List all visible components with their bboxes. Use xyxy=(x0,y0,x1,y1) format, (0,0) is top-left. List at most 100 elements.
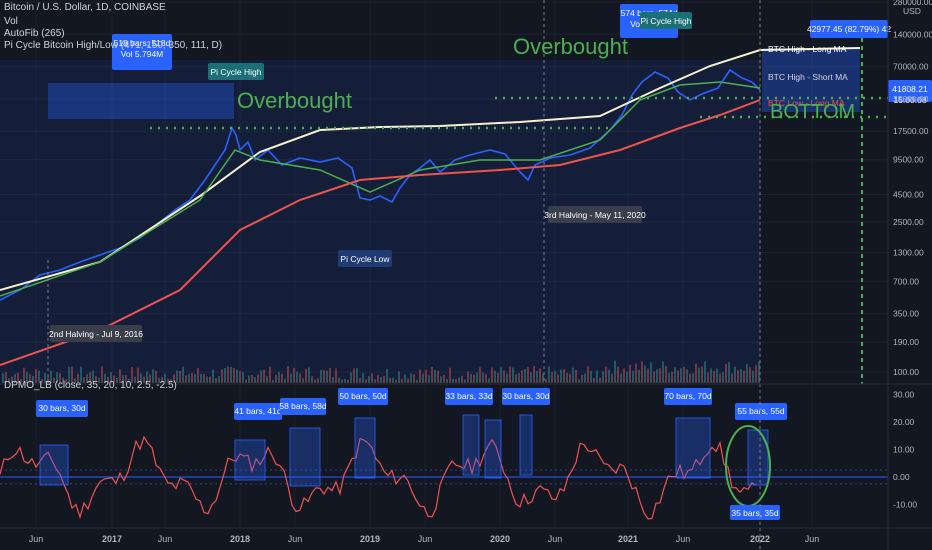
volume-bar xyxy=(476,372,478,383)
price-tick: 140000.00 xyxy=(893,29,932,39)
volume-bar xyxy=(521,370,523,383)
btc-high-long-ma xyxy=(0,47,861,291)
volume-bar xyxy=(407,378,409,383)
price-tick: 280000.00 xyxy=(893,0,932,7)
time-tick: Jun xyxy=(418,534,433,544)
volume-bar xyxy=(389,378,391,383)
dpmo-label[interactable]: DPMO_LB (close, 35, 20, 10, 2.5, -2.5) xyxy=(4,380,177,391)
price-tick: 2500.00 xyxy=(893,217,924,227)
volume-bar xyxy=(608,369,610,383)
volume-bar xyxy=(707,372,709,383)
volume-bar xyxy=(200,373,202,383)
volume-bar xyxy=(173,374,175,383)
volume-bar xyxy=(353,368,355,383)
volume-bar xyxy=(122,375,124,383)
volume-bar xyxy=(701,366,703,383)
volume-bar xyxy=(638,369,640,383)
volume-bar xyxy=(542,373,544,383)
volume-bar xyxy=(116,377,118,383)
volume-bar xyxy=(149,374,151,383)
volume-bar xyxy=(632,370,634,383)
pi-high-label-2-bg xyxy=(640,12,692,29)
volume-bar xyxy=(365,379,367,383)
price-tick: 100.00 xyxy=(893,367,919,377)
volume-bar xyxy=(158,378,160,383)
volume-bar xyxy=(344,378,346,383)
volume-bar xyxy=(479,367,481,383)
volume-bar xyxy=(278,371,280,383)
volume-bar xyxy=(362,373,364,383)
volume-bar xyxy=(299,373,301,383)
volume-bar xyxy=(575,369,577,383)
time-tick: 2020 xyxy=(490,534,510,544)
volume-bar xyxy=(431,366,433,383)
volume-bar xyxy=(185,375,187,383)
autofib-label[interactable]: AutoFib (265) xyxy=(4,28,65,39)
volume-bar xyxy=(383,375,385,383)
volume-bar xyxy=(119,369,121,383)
vol-label[interactable]: Vol xyxy=(4,16,18,27)
volume-bar xyxy=(704,361,706,383)
osc-range-label-bg xyxy=(445,388,493,405)
volume-bar xyxy=(26,371,28,383)
volume-bar xyxy=(461,375,463,383)
volume-bar xyxy=(725,363,727,383)
volume-bar xyxy=(188,373,190,383)
volume-bar xyxy=(659,368,661,383)
volume-bar xyxy=(734,366,736,383)
btc-high-short-ma xyxy=(0,81,761,297)
volume-bar xyxy=(50,370,52,383)
osc-range-label: 41 bars, 41d xyxy=(234,406,282,416)
time-tick: Jun xyxy=(288,534,303,544)
osc-range-label: 33 bars, 33d xyxy=(445,391,493,401)
volume-bar xyxy=(314,379,316,383)
osc-tick: -10.00 xyxy=(893,500,917,510)
volume-bar xyxy=(83,377,85,383)
current-price-label-text: 15:00:08 xyxy=(893,95,926,105)
volume-bar xyxy=(617,366,619,383)
volume-bar xyxy=(539,368,541,383)
volume-bar xyxy=(215,378,217,383)
osc-range-label: 58 bars, 58d xyxy=(279,401,327,411)
time-tick: Jun xyxy=(805,534,820,544)
range-label-1-bg xyxy=(112,34,172,70)
volume-bar xyxy=(227,366,229,383)
volume-bar xyxy=(686,369,688,383)
osc-tick: 30.00 xyxy=(893,390,915,400)
volume-bar xyxy=(755,365,757,383)
pi-low-label-bg xyxy=(338,250,392,267)
volume-bar xyxy=(257,374,259,383)
volume-bar xyxy=(218,376,220,383)
volume-bar xyxy=(749,367,751,383)
volume-bar xyxy=(578,379,580,383)
symbol-title[interactable]: Bitcoin / U.S. Dollar, 1D, COINBASE xyxy=(4,2,166,13)
volume-bar xyxy=(20,378,22,383)
volume-bar xyxy=(236,369,238,383)
volume-bar xyxy=(503,370,505,383)
volume-bar xyxy=(713,370,715,383)
price-tick: 1300.00 xyxy=(893,247,924,257)
volume-bar xyxy=(80,366,82,383)
volume-bar xyxy=(44,373,46,383)
volume-bar xyxy=(89,372,91,383)
volume-bar xyxy=(230,367,232,383)
volume-bar xyxy=(341,379,343,383)
volume-bar xyxy=(212,369,214,383)
pi-cycle-label[interactable]: Pi Cycle Bitcoin High/Low (471, 150, 350… xyxy=(4,40,223,51)
volume-bar xyxy=(557,374,559,383)
volume-bar xyxy=(221,369,223,383)
volume-bar xyxy=(281,373,283,383)
pi-high-label-1-text: Pi Cycle High xyxy=(210,67,261,77)
osc-range-label: 55 bars, 55d xyxy=(737,406,785,416)
series-label-long: BTC High - Long MA xyxy=(768,44,847,54)
volume-bar xyxy=(32,376,34,383)
osc-range-zone xyxy=(519,414,533,476)
time-tick: 2022 xyxy=(750,534,770,544)
volume-bar xyxy=(446,378,448,383)
volume-bar xyxy=(137,367,139,383)
range-label-1-text: Vol 5.794M xyxy=(121,49,164,59)
osc-range-label: 30 bars, 30d xyxy=(38,403,86,413)
volume-bar xyxy=(92,370,94,383)
osc-tick: 0.00 xyxy=(893,472,910,482)
